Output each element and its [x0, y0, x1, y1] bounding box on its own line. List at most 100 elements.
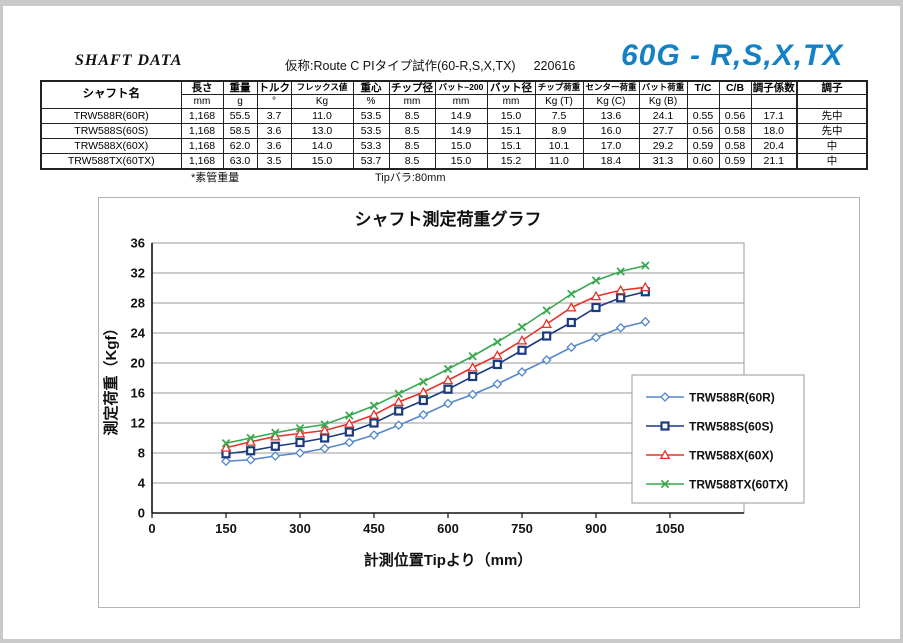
column-unit-5: mm — [388, 94, 436, 110]
y-tick-label: 12 — [131, 416, 145, 431]
y-tick-label: 0 — [138, 506, 145, 521]
marker-square — [270, 441, 280, 451]
value-cell: 21.1 — [750, 153, 798, 170]
value-cell: 58.5 — [222, 123, 258, 140]
shaft-name-cell: TRW588TX(60TX) — [40, 153, 182, 170]
column-unit-7: mm — [486, 94, 536, 110]
value-cell: 27.7 — [638, 123, 688, 140]
column-header-4: 重心 — [352, 80, 390, 96]
value-cell: 13.6 — [582, 108, 640, 125]
column-header-1: 重量 — [222, 80, 258, 96]
shaft-name-cell: TRW588S(60S) — [40, 123, 182, 140]
series-line — [225, 264, 646, 445]
value-cell: 11.0 — [534, 153, 584, 170]
table-row: TRW588TX(60TX) 1,168 63.0 3.5 15.0 53.7 8.5 15.… — [40, 153, 868, 170]
value-cell: 16.0 — [582, 123, 640, 140]
marker-x — [443, 364, 453, 374]
value-cell: 31.3 — [638, 153, 688, 170]
column-header-14: 調子 — [796, 80, 868, 96]
column-unit-2: ° — [256, 94, 292, 110]
marker-diamond — [295, 448, 305, 458]
document-page: SHAFT DATA 仮称:Route C PIタイプ試作(60-R,S,X,T… — [3, 6, 900, 639]
footnote-raw-weight: *素管重量 — [191, 172, 240, 184]
column-header-3: フレックス値 — [290, 80, 354, 96]
column-unit-3: Kg — [290, 94, 354, 110]
y-tick-label: 16 — [131, 386, 145, 401]
x-tick-label: 900 — [585, 521, 607, 536]
value-cell: 8.5 — [388, 153, 436, 170]
subtitle-text: 仮称:Route C PIタイプ試作(60-R,S,X,TX) — [285, 59, 516, 73]
marker-diamond — [591, 332, 601, 343]
marker-triangle — [393, 396, 404, 407]
value-cell: 55.5 — [222, 108, 258, 125]
value-cell: 17.0 — [582, 138, 640, 155]
marker-triangle — [640, 281, 651, 292]
marker-triangle — [566, 301, 577, 312]
legend-label: TRW588TX(60TX) — [689, 478, 788, 492]
y-axis-title: 測定荷重（Kgf） — [102, 321, 120, 436]
x-tick-label: 150 — [215, 521, 237, 536]
column-unit-1: g — [222, 94, 258, 110]
marker-x — [369, 401, 379, 410]
marker-x — [295, 424, 305, 433]
column-header-7: バット径 — [486, 80, 536, 96]
value-cell: 24.1 — [638, 108, 688, 125]
doc-title: SHAFT DATA — [75, 52, 183, 69]
value-cell: 10.1 — [534, 138, 584, 155]
marker-triangle — [659, 449, 671, 460]
marker-diamond — [418, 409, 429, 420]
marker-triangle — [467, 361, 478, 372]
value-cell: 8.9 — [534, 123, 584, 140]
marker-square — [566, 317, 576, 328]
marker-triangle — [245, 436, 256, 446]
marker-diamond — [393, 420, 404, 431]
table-row: TRW588X(60X) 1,168 62.0 3.6 14.0 53.3 8.5 15.0 1… — [40, 138, 868, 155]
marker-triangle — [294, 427, 306, 438]
value-cell: 0.58 — [718, 138, 752, 155]
value-cell: 先中 — [796, 108, 868, 125]
value-cell: 14.0 — [290, 138, 354, 155]
marker-x — [271, 428, 280, 437]
marker-square — [616, 293, 626, 303]
marker-diamond — [369, 430, 379, 440]
doc-subtitle: 仮称:Route C PIタイプ試作(60-R,S,X,TX) 220616 — [285, 55, 575, 74]
column-unit-8: Kg (T) — [534, 94, 584, 110]
load-chart: 0 4 8 12 16 20 24 28 32 36 0 150 300 450 600 750 900 1050… — [98, 197, 860, 608]
value-cell: 中 — [796, 138, 868, 155]
marker-x — [221, 439, 231, 448]
column-unit-10: Kg (B) — [638, 94, 688, 110]
marker-triangle — [344, 418, 355, 428]
value-cell: 14.9 — [434, 123, 488, 140]
x-axis-title: 計測位置Tipより（mm） — [364, 551, 533, 569]
value-cell: 15.1 — [486, 138, 536, 155]
marker-triangle — [492, 349, 503, 360]
marker-diamond — [270, 451, 281, 461]
marker-diamond — [319, 443, 330, 454]
marker-diamond — [541, 355, 552, 365]
legend-label: TRW588R(60R) — [689, 391, 775, 405]
value-cell: 1,168 — [180, 138, 224, 155]
value-cell: 20.4 — [750, 138, 798, 155]
marker-triangle — [368, 409, 380, 419]
y-tick-label: 24 — [131, 326, 146, 341]
model-title: 60G - R,S,X,TX — [621, 39, 844, 72]
marker-diamond — [566, 342, 577, 353]
x-tick-label: 600 — [437, 521, 459, 536]
value-cell: 17.1 — [750, 108, 798, 125]
marker-triangle — [220, 442, 232, 452]
column-header-13: 調子係数 — [750, 80, 798, 96]
marker-x — [468, 352, 477, 361]
value-cell: 8.5 — [388, 108, 436, 125]
marker-x — [493, 337, 502, 347]
marker-triangle — [319, 424, 330, 435]
marker-square — [418, 395, 428, 406]
marker-x — [345, 411, 354, 420]
marker-diamond — [660, 392, 670, 402]
value-cell: 13.0 — [290, 123, 354, 140]
marker-x — [517, 322, 527, 332]
marker-square — [344, 427, 354, 437]
footnote-tip-parallel: Tipバラ:80mm — [375, 172, 446, 184]
marker-diamond — [492, 379, 503, 389]
column-header-9: センター荷重 — [582, 80, 640, 96]
value-cell: 0.60 — [686, 153, 720, 170]
